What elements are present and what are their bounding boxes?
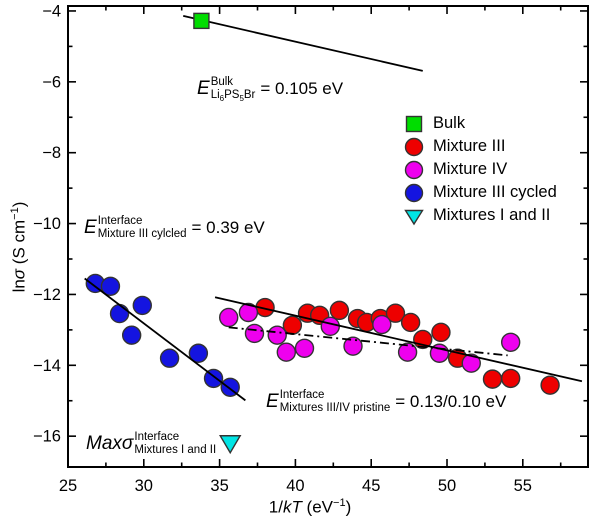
legend: Bulk Mixture III Mixture IV Mixture III … [404,112,557,227]
data-point [431,322,451,343]
x-title-exponent: −1 [333,497,346,509]
x-axis-title: 1/kT (eV−1) [210,497,410,518]
legend-item-mixture-iv: Mixture IV [404,158,557,181]
legend-label: Mixture III cycled [433,183,557,201]
annotation-value: = 0.13/0.10 eV [395,392,507,412]
x-tick-label: 55 [514,477,532,495]
energy-symbol: E [197,78,210,100]
annotation-max-sigma: Max σ Interface Mixtures I and II [86,431,216,457]
x-title-close: ) [345,497,352,517]
data-point [482,369,503,389]
data-point [385,303,406,323]
annotation-pristine-activation-energy: E Interface Mixtures III/IV pristine = 0.13… [266,389,506,415]
data-point [238,302,259,323]
data-point [461,353,481,373]
legend-item-bulk: Bulk [404,112,557,135]
y-title-exponent: −1 [9,207,21,220]
y-title-close: ) [9,201,29,208]
data-point [218,307,239,328]
data-point [244,323,265,344]
y-tick-label: −12 [33,286,61,304]
y-tick-label: −16 [33,428,61,446]
energy-symbol: E [266,391,279,413]
y-tick-label: −10 [33,215,61,233]
legend-item-mixtures-i-and-ii: Mixtures I and II [404,204,557,227]
y-axis-title: lnσ (S cm−1) [9,147,31,347]
circle-marker-icon [404,137,424,156]
x-title-one-over: 1/ [268,497,283,517]
x-tick-label: 35 [210,477,228,495]
legend-item-mixture-iii: Mixture III [404,135,557,158]
data-point [159,348,180,368]
triangle-down-marker-icon [404,209,424,225]
x-tick-label: 30 [135,477,153,495]
y-tick-label: −14 [33,357,61,375]
data-point [400,312,421,333]
data-point [109,303,130,324]
legend-label: Mixture III [433,137,506,155]
legend-label: Mixture IV [433,160,508,178]
x-title-kt: kT [282,497,302,517]
fit-line [84,277,246,402]
annotation-superscript: Interface [279,389,325,401]
circle-marker-icon [404,160,424,179]
sigma-symbol: σ [121,433,134,455]
data-point [267,325,287,345]
y-tick-label: −6 [42,73,61,91]
data-point [193,12,210,30]
fit-line [228,326,508,357]
data-point [218,435,242,455]
legend-label: Bulk [433,114,466,132]
data-point [276,342,297,362]
x-tick-label: 40 [286,477,304,495]
x-tick-label: 25 [59,477,77,495]
data-point [372,314,392,335]
x-tick-label: 50 [438,477,456,495]
fit-line [214,296,583,383]
annotation-superscript: Interface [97,215,143,227]
data-point [343,336,363,356]
data-point [100,276,121,296]
plot-frame [67,5,589,468]
y-title-sigma: σ [9,268,29,280]
annotation-subscript: Mixtures III/IV pristine [279,402,391,415]
data-point [132,295,152,316]
data-point [540,375,560,395]
annotation-subscript: Mixture III cylcled [97,228,187,241]
annotation-subscript: Li6PS5Br [210,89,256,104]
circle-marker-icon [404,183,424,202]
x-title-units: (eV [301,497,334,517]
annotation-cycled-activation-energy: E Interface Mixture III cylcled = 0.39 eV [84,215,265,241]
data-point [294,338,315,358]
square-marker-icon [405,115,423,132]
annotation-subscript: Mixtures I and II [134,444,217,457]
y-title-ln: ln [9,279,29,293]
data-point [121,325,142,345]
annotation-value: = 0.105 eV [260,79,344,99]
data-point [500,368,521,389]
fit-line [183,15,423,72]
annotation-superscript: Interface [134,431,180,443]
y-tick-label: −8 [42,144,61,162]
max-label: Max [86,433,122,455]
energy-symbol: E [84,217,97,239]
annotation-superscript: Bulk [210,76,234,88]
annotation-bulk-activation-energy: E Bulk Li6PS5Br = 0.105 eV [197,76,344,104]
legend-item-mixture-iii-cycled: Mixture III cycled [404,181,557,204]
data-point [188,343,209,363]
data-point [329,300,350,321]
y-tick-label: −4 [42,2,61,20]
x-tick-label: 45 [362,477,380,495]
legend-label: Mixtures I and II [433,206,551,224]
annotation-value: = 0.39 eV [191,218,265,238]
y-title-units: (S cm [9,219,29,269]
data-point [320,316,340,337]
data-point [397,342,418,362]
data-point [500,332,521,352]
